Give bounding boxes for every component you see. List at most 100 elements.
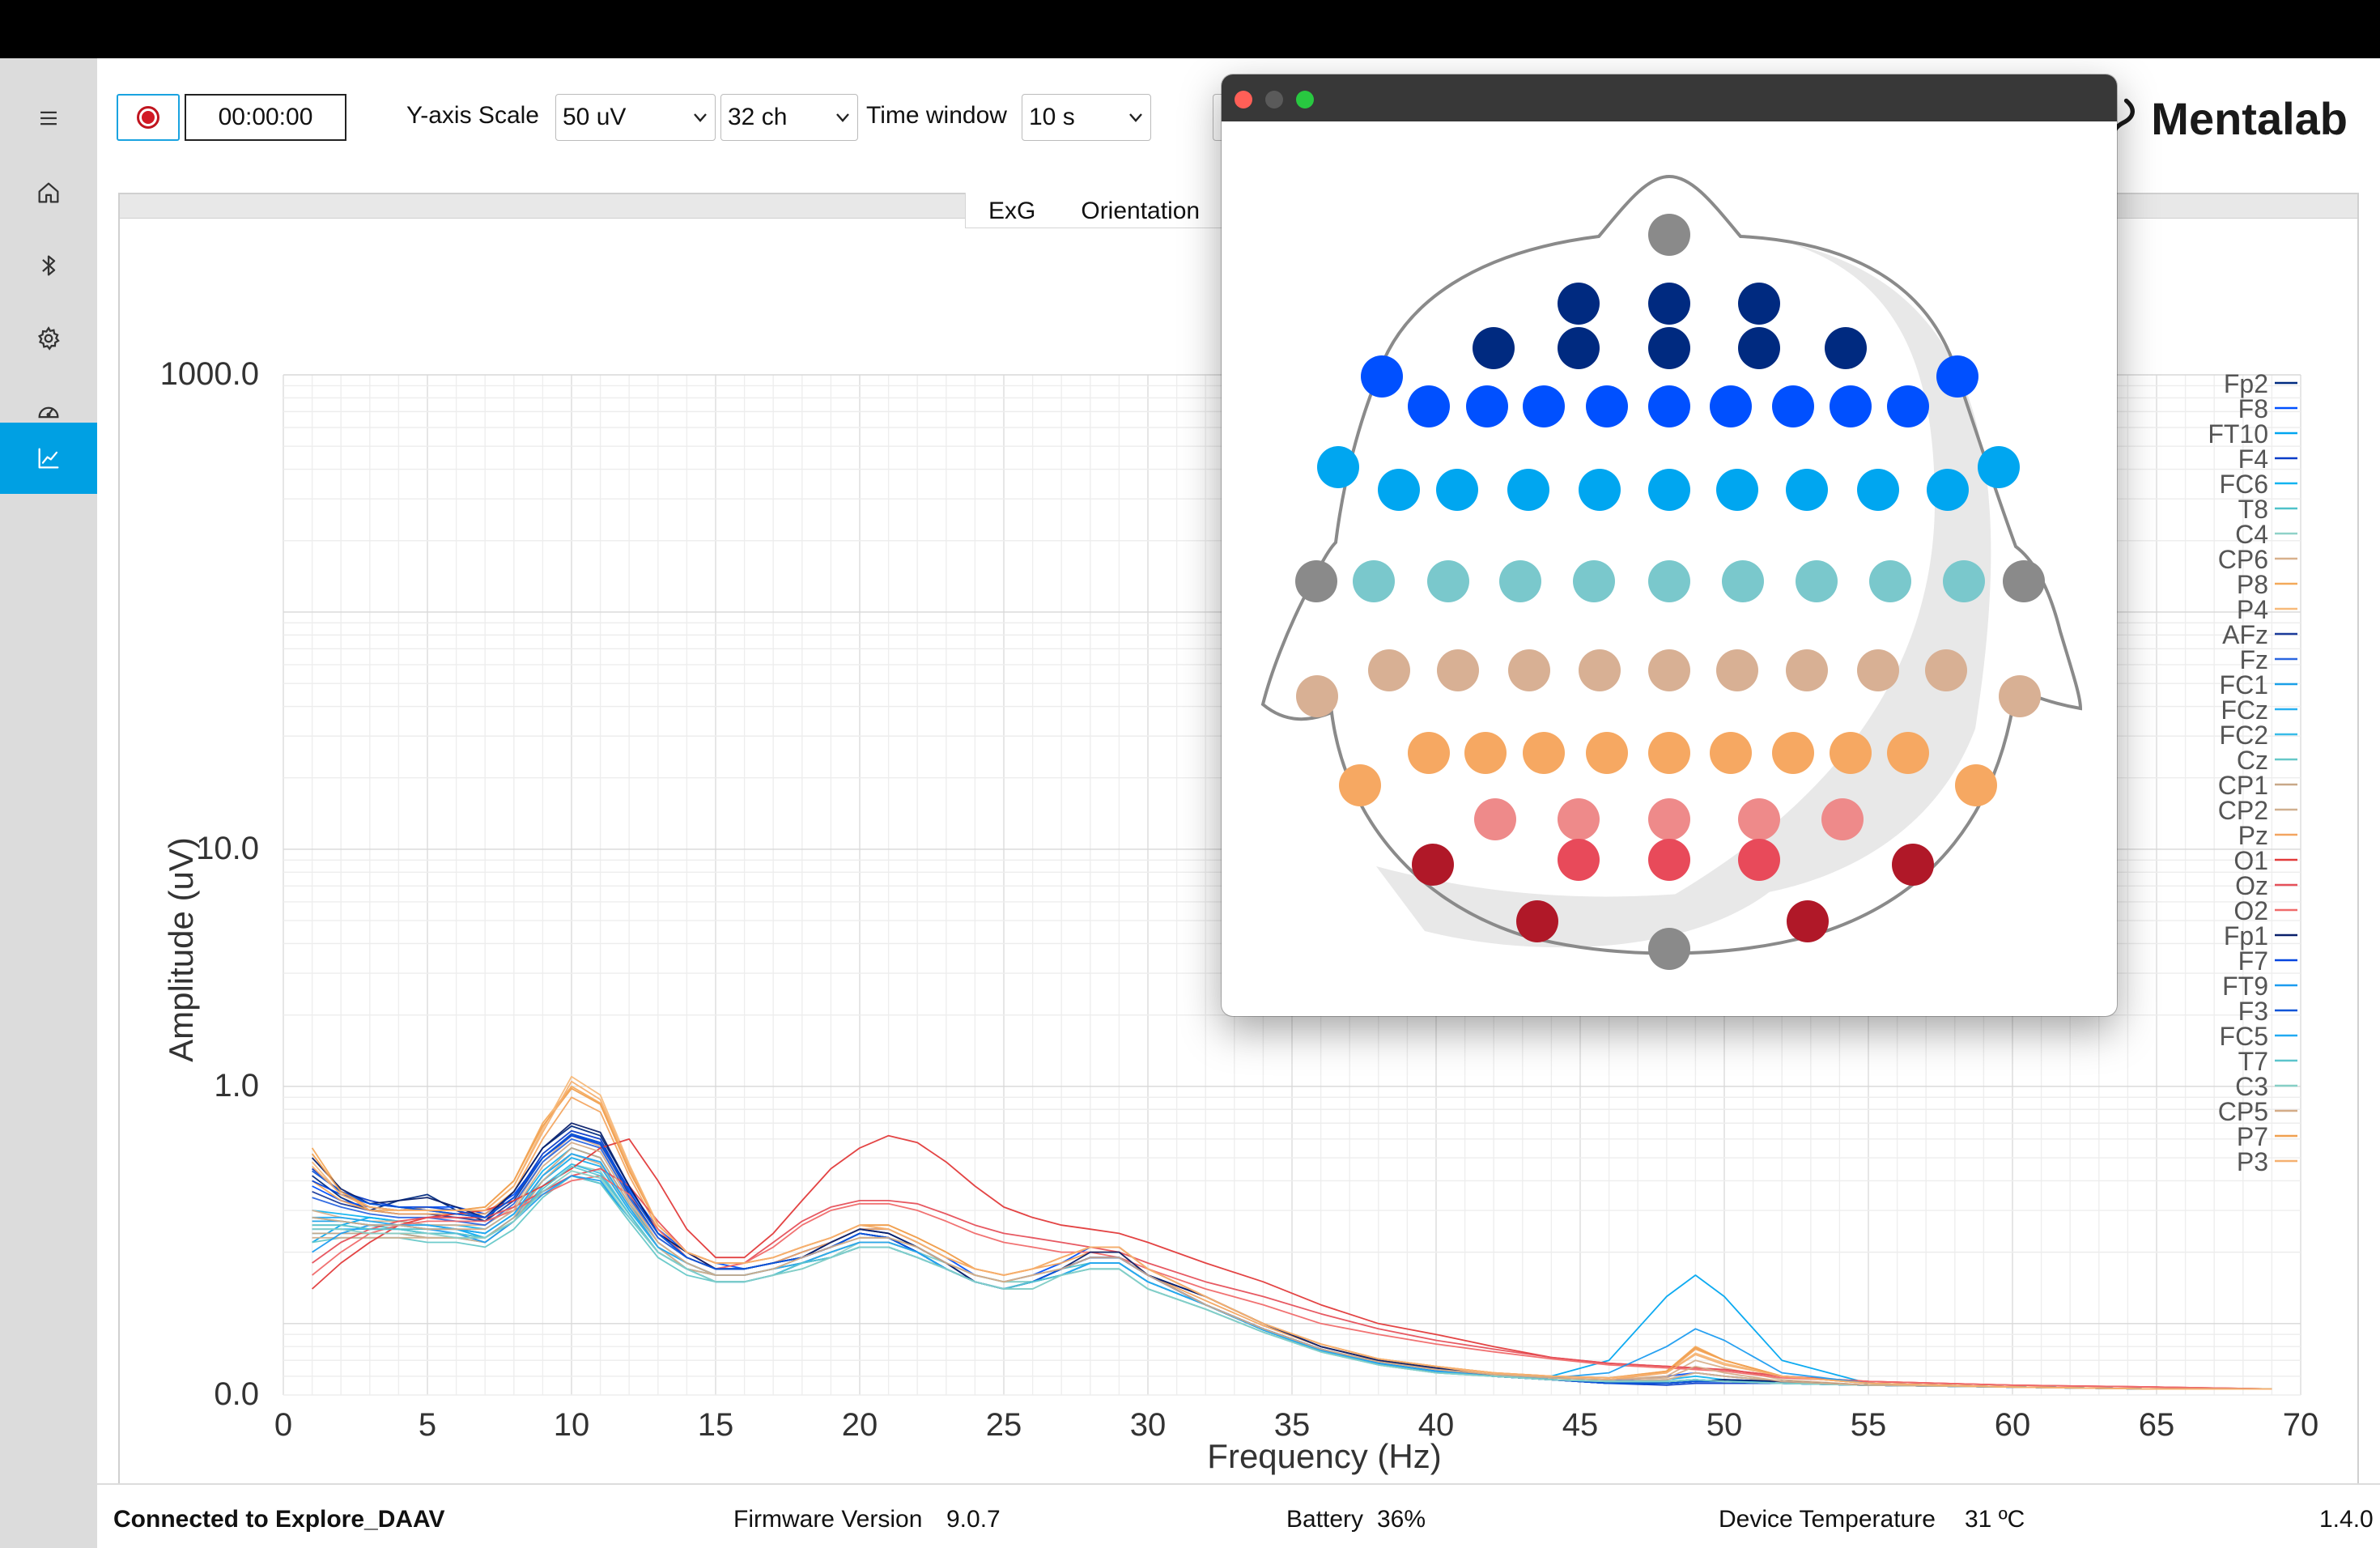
window-minimize-button[interactable] xyxy=(1265,91,1283,108)
bluetooth-icon xyxy=(42,255,56,276)
electrode xyxy=(1558,839,1600,881)
menu-button[interactable] xyxy=(0,83,97,154)
electrode xyxy=(1408,385,1450,427)
electrode xyxy=(1999,675,2041,717)
sidebar-item-home[interactable] xyxy=(0,157,97,228)
electrode xyxy=(1710,732,1752,774)
menu-icon xyxy=(40,111,57,125)
electrode xyxy=(1579,469,1621,511)
electrode xyxy=(1507,469,1549,511)
record-timer: 00:00:00 xyxy=(185,94,346,141)
sidebar xyxy=(0,58,97,1548)
channels-select[interactable]: 32 ch xyxy=(720,94,858,141)
battery-label: Battery xyxy=(1286,1506,1364,1533)
record-icon xyxy=(137,106,159,129)
legend-label: F3 xyxy=(2238,997,2268,1026)
legend-label: CP1 xyxy=(2218,771,2268,800)
legend-label: FT9 xyxy=(2222,972,2268,1001)
x-tick-label: 65 xyxy=(2139,1407,2175,1443)
electrode xyxy=(1786,469,1828,511)
electrode xyxy=(1648,385,1690,427)
electrode xyxy=(1412,844,1454,886)
electrode xyxy=(1296,675,1338,717)
tab-orientation[interactable]: Orientation xyxy=(1081,198,1201,224)
app-version: 1.4.0 xyxy=(2319,1506,2374,1533)
toolbar: 00:00:00 Y-axis Scale 50 uV 32 ch Time w… xyxy=(97,58,2380,180)
electrode xyxy=(1710,385,1752,427)
legend-label: F8 xyxy=(2238,394,2268,423)
toolbar-button-partial[interactable] xyxy=(1213,94,1229,141)
x-axis-label: Frequency (Hz) xyxy=(1207,1437,1441,1475)
electrode xyxy=(1825,327,1867,369)
topomap-window[interactable] xyxy=(1222,74,2117,1016)
electrode xyxy=(1786,649,1828,691)
legend-label: Fz xyxy=(2239,645,2268,674)
electrode xyxy=(1586,385,1628,427)
electrode xyxy=(1339,764,1381,806)
chevron-down-icon xyxy=(694,113,707,122)
electrode xyxy=(1437,649,1479,691)
yscale-label: Y-axis Scale xyxy=(406,102,539,129)
legend-label: FC5 xyxy=(2220,1022,2268,1051)
sidebar-item-visualization[interactable] xyxy=(0,423,97,494)
time-window-select[interactable]: 10 s xyxy=(1022,94,1151,141)
settings-icon xyxy=(37,326,60,351)
electrode xyxy=(1772,385,1814,427)
firmware-label: Firmware Version xyxy=(733,1506,923,1533)
electrode xyxy=(1648,649,1690,691)
x-tick-label: 60 xyxy=(1995,1407,2031,1443)
electrode xyxy=(1648,839,1690,881)
legend-label: P3 xyxy=(2237,1147,2268,1176)
sidebar-item-bluetooth[interactable] xyxy=(0,230,97,301)
sidebar-item-performance[interactable] xyxy=(0,376,97,447)
electrode xyxy=(1648,469,1690,511)
electrode xyxy=(1830,385,1872,427)
sidebar-item-settings[interactable] xyxy=(0,303,97,374)
electrode xyxy=(1558,327,1600,369)
yscale-select[interactable]: 50 uV xyxy=(555,94,716,141)
window-zoom-button[interactable] xyxy=(1296,91,1314,108)
electrode xyxy=(1738,283,1780,325)
electrode xyxy=(1936,355,1978,398)
home-icon xyxy=(38,182,59,203)
series-line-o2 xyxy=(312,1175,2272,1390)
electrode xyxy=(1857,649,1899,691)
head-shading xyxy=(1376,866,1781,948)
reference-electrode xyxy=(1648,928,1690,970)
legend-label: CP5 xyxy=(2218,1097,2268,1126)
electrode xyxy=(1586,732,1628,774)
legend-label: T8 xyxy=(2238,495,2268,524)
x-tick-label: 40 xyxy=(1418,1407,1455,1443)
y-axis-label: Amplitude (uV) xyxy=(162,837,200,1062)
series-line-p3 xyxy=(311,1080,2272,1390)
legend-label: T7 xyxy=(2238,1047,2268,1076)
record-button[interactable] xyxy=(117,94,180,141)
x-tick-label: 5 xyxy=(419,1407,436,1443)
electrode xyxy=(1368,649,1410,691)
window-title-bar[interactable] xyxy=(1222,74,2117,121)
electrode xyxy=(1558,283,1600,325)
legend-label: FC6 xyxy=(2220,470,2268,499)
electrode xyxy=(1738,798,1780,840)
electrode xyxy=(1361,355,1403,398)
brand-name: Mentalab xyxy=(2151,92,2348,144)
electrode xyxy=(1887,732,1929,774)
legend-label: F7 xyxy=(2238,946,2268,976)
electrode xyxy=(1648,732,1690,774)
reference-electrode xyxy=(1648,214,1690,256)
electrode xyxy=(1508,649,1550,691)
electrode xyxy=(1892,844,1934,886)
electrode xyxy=(1927,469,1969,511)
temperature-value: 31 ºC xyxy=(1965,1506,2025,1533)
window-close-button[interactable] xyxy=(1235,91,1252,108)
yscale-value: 50 uV xyxy=(563,104,627,130)
electrode xyxy=(1869,560,1911,602)
electrode xyxy=(1516,900,1558,942)
electrode xyxy=(1722,560,1764,602)
reference-electrode xyxy=(2003,560,2045,602)
legend-label: CP2 xyxy=(2218,796,2268,825)
tab-exg[interactable]: ExG xyxy=(988,198,1036,224)
x-tick-label: 15 xyxy=(698,1407,734,1443)
electrode xyxy=(1772,732,1814,774)
electrode xyxy=(1353,560,1395,602)
